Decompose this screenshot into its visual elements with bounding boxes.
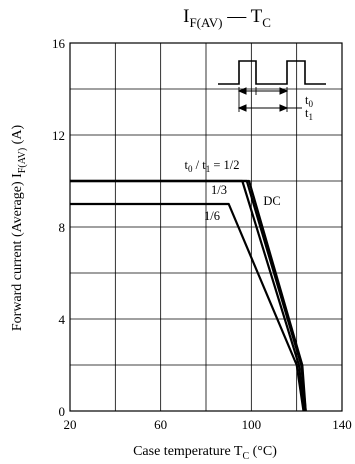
inset-t1-label: t1 xyxy=(305,106,313,122)
series-line-4 xyxy=(70,179,307,412)
chart-title: IF(AV) — TC xyxy=(183,6,271,30)
series-line-2 xyxy=(70,179,306,412)
series-line-3 xyxy=(70,202,305,412)
x-axis-label: Case temperature TC (°C) xyxy=(133,444,277,462)
annotation-dc: DC xyxy=(263,194,280,208)
annotation-ratio-sixth: 1/6 xyxy=(204,209,220,223)
y-tick-label: 16 xyxy=(52,36,66,51)
grid xyxy=(69,42,343,412)
plot-border xyxy=(69,42,343,412)
y-axis-label: Forward current (Average) IF(AV) (A) xyxy=(10,125,28,332)
y-tick-label: 8 xyxy=(59,220,66,235)
y-tick-label: 12 xyxy=(52,128,65,143)
annotation-ratio-third: 1/3 xyxy=(211,183,227,197)
annotation-ratio-half: t0 / t1 = 1/2 xyxy=(185,158,240,174)
x-tick-label: 100 xyxy=(242,417,262,432)
y-tick-label: 4 xyxy=(59,312,66,327)
series-line-1 xyxy=(70,179,307,412)
series-lines xyxy=(70,179,307,412)
inset-waveform xyxy=(218,60,326,112)
y-tick-label: 0 xyxy=(59,404,66,419)
x-tick-labels: 20 60 100 140 xyxy=(64,417,352,432)
plot-frame xyxy=(69,42,343,412)
x-tick-label: 140 xyxy=(332,417,352,432)
x-tick-label: 20 xyxy=(64,417,77,432)
x-tick-label: 60 xyxy=(154,417,167,432)
y-tick-labels: 0 4 8 12 16 xyxy=(52,36,66,419)
inset-t0-label: t0 xyxy=(305,93,313,109)
